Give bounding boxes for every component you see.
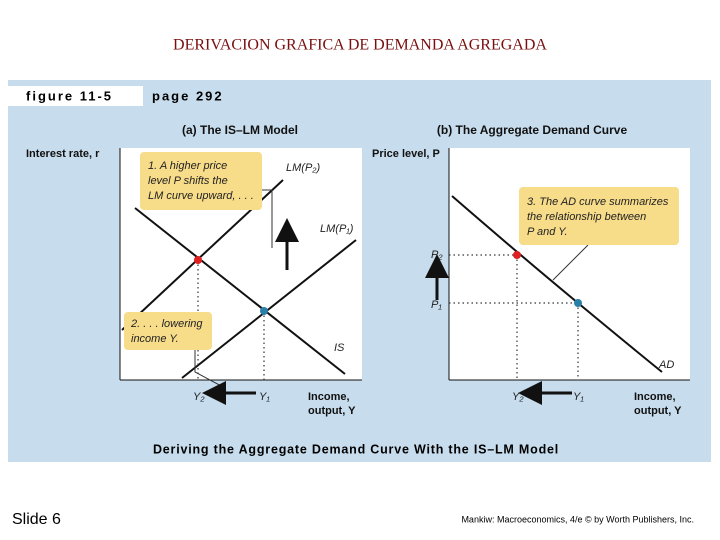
figure-caption: Deriving the Aggregate Demand Curve With… <box>153 442 559 456</box>
point <box>513 251 521 259</box>
annotation: 3. The AD curve summarizes <box>527 196 669 208</box>
panel-b-y-label: Price level, P <box>372 148 440 160</box>
x-mark-label: Y₁ <box>573 391 584 403</box>
connector <box>262 189 273 248</box>
panel-b-title: (b) The Aggregate Demand Curve <box>437 123 628 137</box>
is-curve <box>134 207 346 375</box>
annotation-box <box>519 187 679 245</box>
curve-label: AD <box>658 359 674 371</box>
figure-page: page 292 <box>152 88 224 103</box>
x-mark-label: Y₂ <box>193 391 205 403</box>
x-label: Income, <box>634 391 676 403</box>
annotation: 1. A higher price <box>148 160 227 172</box>
panel-a-y-label: Interest rate, r <box>26 148 100 160</box>
point <box>574 299 582 307</box>
curve-label: LM(P₁) <box>320 223 354 235</box>
y-mark-label: P₁ <box>431 299 442 311</box>
x-mark-label: Y₁ <box>259 391 270 403</box>
annotation: income Y. <box>131 333 179 345</box>
slide-number: Slide 6 <box>12 511 61 528</box>
connector <box>552 244 589 281</box>
annotation: P and Y. <box>527 226 568 238</box>
annotation: LM curve upward, . . . <box>148 190 254 202</box>
figure-label: figure 11-5 <box>26 88 113 103</box>
annotation: level P shifts the <box>148 175 228 187</box>
equilibrium <box>194 256 202 264</box>
figure-label-bg <box>8 86 143 106</box>
x-mark-label: Y₂ <box>512 391 524 403</box>
x-label: output, Y <box>634 405 682 417</box>
x-label: output, Y <box>308 405 356 417</box>
annotation: 2. . . . lowering <box>130 318 203 330</box>
annotation: the relationship between <box>527 211 646 223</box>
annotation-box <box>124 312 212 350</box>
curve-label: LM(P₂) <box>286 162 320 174</box>
y-mark-label: P₂ <box>431 249 443 261</box>
x-label: Income, <box>308 391 350 403</box>
annotation-box <box>140 152 262 210</box>
equilibrium <box>260 307 268 315</box>
lm-low <box>181 239 357 379</box>
panel-a-title: (a) The IS–LM Model <box>182 123 298 137</box>
credit: Mankiw: Macroeconomics, 4/e © by Worth P… <box>461 514 694 524</box>
curve-label: IS <box>334 342 345 354</box>
slide-title: DERIVACION GRAFICA DE DEMANDA AGREGADA <box>173 37 547 54</box>
